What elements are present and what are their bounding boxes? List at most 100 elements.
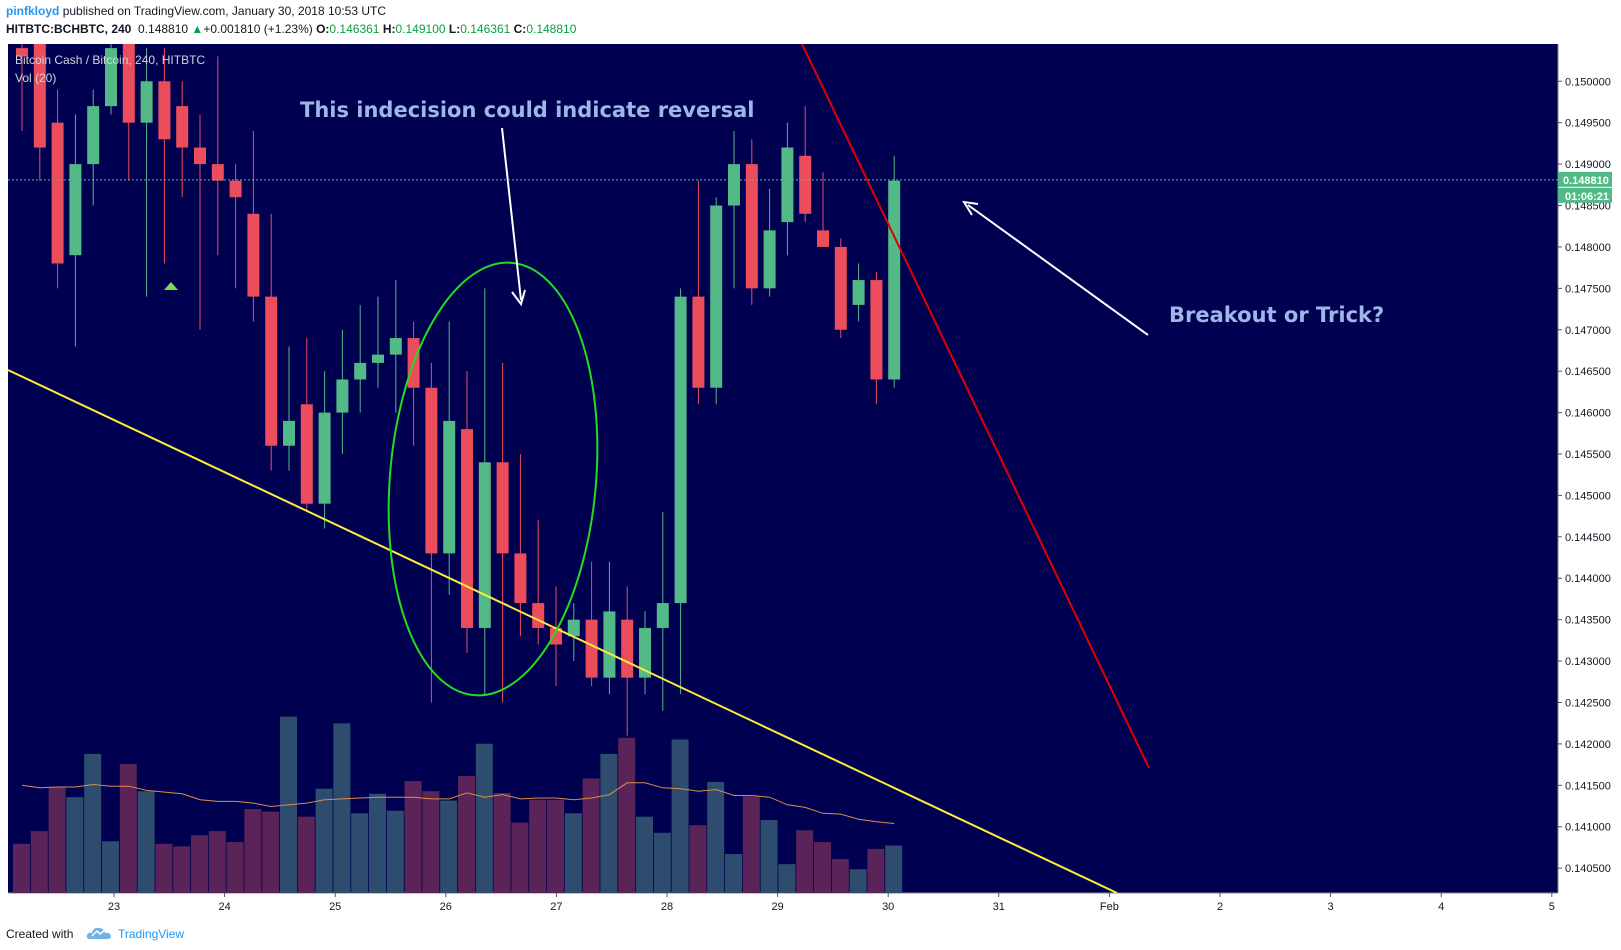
volume-bar — [725, 853, 742, 893]
candle[interactable] — [567, 603, 580, 662]
candle-body — [318, 412, 331, 504]
candle[interactable] — [16, 32, 28, 131]
candle[interactable] — [443, 321, 456, 595]
candle-body — [799, 155, 812, 214]
volume-bar — [66, 797, 84, 893]
candle[interactable] — [674, 288, 687, 695]
candle[interactable] — [799, 106, 812, 223]
candle[interactable] — [461, 371, 473, 653]
candle[interactable] — [194, 114, 206, 330]
candle[interactable] — [283, 346, 295, 471]
candle[interactable] — [817, 172, 829, 247]
candle[interactable] — [265, 213, 278, 471]
footer: Created with TradingView — [0, 917, 1621, 950]
candle[interactable] — [122, 32, 135, 181]
price-tick-label: 0.145000 — [1565, 490, 1611, 502]
indecision-annotation[interactable]: This indecision could indicate reversal — [300, 98, 754, 122]
candle[interactable] — [247, 130, 260, 322]
candle[interactable] — [51, 89, 64, 289]
open-label: O: — [316, 22, 330, 36]
candle-body — [51, 122, 64, 264]
arrow-to-breakout-shaft[interactable] — [967, 204, 1149, 336]
candle[interactable] — [763, 188, 776, 297]
candle[interactable] — [852, 263, 865, 322]
candle[interactable] — [158, 48, 171, 264]
series-legend[interactable]: Bitcoin Cash / Bitcoin, 240, HITBTC — [15, 53, 205, 67]
candle[interactable] — [140, 48, 153, 297]
candle[interactable] — [710, 197, 723, 405]
volume-layer — [13, 716, 903, 893]
tradingview-link[interactable]: TradingView — [118, 927, 185, 941]
candle-body — [87, 106, 100, 165]
volume-bar — [458, 775, 475, 893]
candle[interactable] — [105, 32, 117, 115]
candle-body — [585, 619, 598, 678]
volume-legend[interactable]: Vol (20) — [15, 71, 56, 85]
resistance-trendline[interactable] — [801, 44, 1150, 769]
arrow-to-ellipse-shaft[interactable] — [501, 127, 522, 301]
volume-bar — [636, 816, 653, 893]
support-trendline[interactable] — [8, 369, 1118, 893]
time-tick-label: 31 — [993, 901, 1005, 913]
time-tick-label: 27 — [550, 901, 562, 913]
candle[interactable] — [87, 89, 100, 206]
candle-body — [692, 296, 705, 388]
candle[interactable] — [781, 122, 794, 256]
candle[interactable] — [354, 304, 367, 413]
breakout-annotation[interactable]: Breakout or Trick? — [1169, 303, 1384, 327]
volume-bar — [351, 813, 369, 893]
candle[interactable] — [478, 288, 491, 695]
indecision-ellipse[interactable] — [371, 254, 614, 704]
candle[interactable] — [870, 271, 883, 405]
candle-body — [710, 205, 723, 388]
candle[interactable] — [425, 362, 438, 703]
volume-bar — [867, 848, 885, 893]
candle-body — [229, 180, 242, 198]
candle[interactable] — [692, 180, 705, 405]
candle-body — [194, 147, 206, 165]
price-ticks: 0.140500 0.141000 0.141500 0.142000 0.142500… — [1558, 76, 1611, 875]
candle[interactable] — [639, 611, 651, 695]
candle[interactable] — [389, 280, 402, 413]
candle-body — [852, 280, 865, 305]
candle-body — [532, 603, 545, 628]
author-link[interactable]: pinfkloyd — [6, 4, 60, 18]
time-tick-label: 26 — [440, 901, 452, 913]
volume-bar — [689, 825, 707, 893]
candle[interactable] — [336, 329, 349, 455]
high-label: H: — [382, 22, 396, 36]
candle-body — [140, 81, 153, 123]
candle[interactable] — [585, 561, 598, 686]
candle-body — [16, 48, 28, 57]
time-tick-label: 23 — [108, 901, 120, 913]
publish-line: pinfkloyd published on TradingView.com, … — [6, 4, 386, 18]
price-tick-label: 0.149000 — [1565, 159, 1611, 171]
candle[interactable] — [656, 511, 669, 711]
candle[interactable] — [176, 81, 189, 198]
price-axis[interactable] — [1558, 44, 1621, 893]
price-tick-label: 0.149500 — [1565, 118, 1611, 130]
candle[interactable] — [496, 362, 509, 703]
chart-canvas[interactable]: 0.140500 0.141000 0.141500 0.142000 0.142500… — [0, 0, 1621, 917]
candle[interactable] — [69, 114, 82, 347]
candle[interactable] — [745, 139, 758, 305]
candle[interactable] — [603, 561, 616, 695]
volume-bar — [155, 843, 173, 893]
price-tick-label: 0.143000 — [1565, 656, 1611, 668]
candle[interactable] — [318, 371, 331, 529]
candle[interactable] — [514, 454, 527, 637]
volume-bar — [191, 835, 208, 893]
candle[interactable] — [300, 338, 313, 512]
candle[interactable] — [888, 155, 901, 388]
candle-body — [354, 362, 367, 380]
candle[interactable] — [728, 130, 740, 289]
candle[interactable] — [550, 586, 562, 686]
candle[interactable] — [33, 32, 46, 181]
volume-bar — [582, 778, 600, 893]
candle[interactable] — [372, 296, 384, 388]
time-axis[interactable] — [8, 893, 1558, 917]
candle[interactable] — [229, 164, 242, 289]
candle[interactable] — [211, 56, 224, 256]
candle[interactable] — [834, 238, 847, 339]
volume-bar — [707, 781, 725, 893]
